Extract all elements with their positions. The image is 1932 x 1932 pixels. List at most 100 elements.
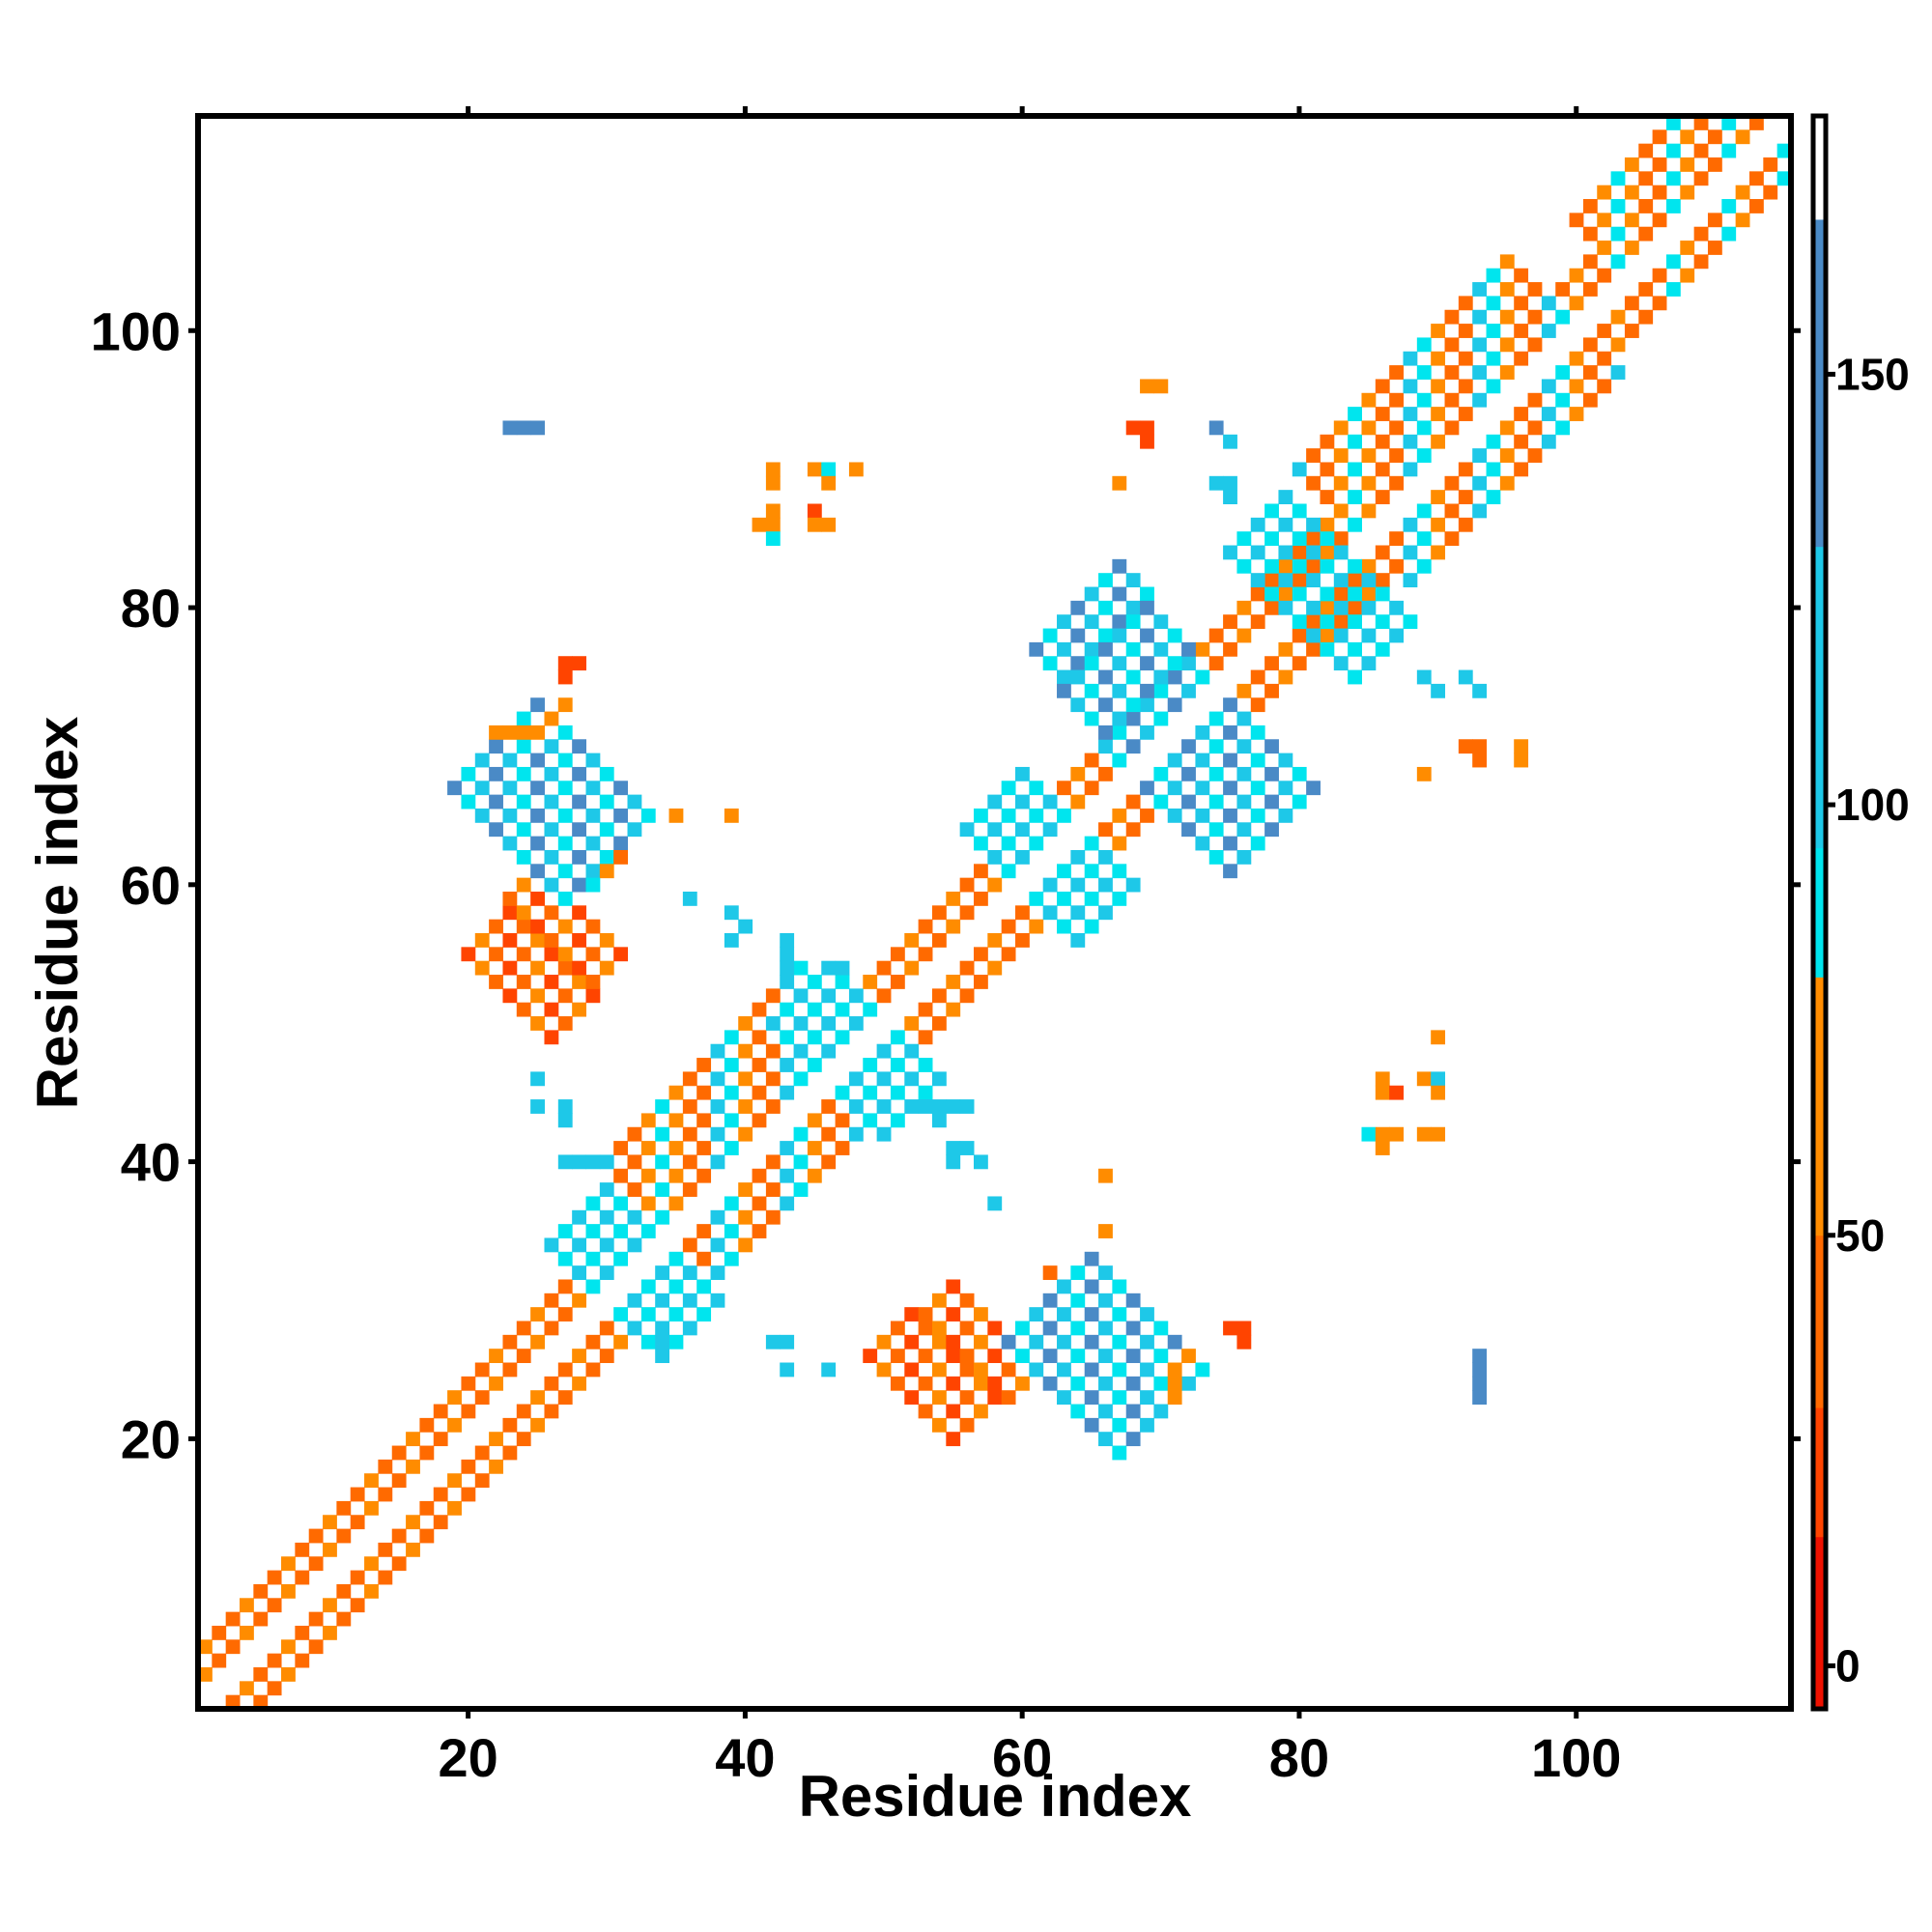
heatmap-cell [1333, 420, 1349, 436]
heatmap-cell [876, 1099, 892, 1114]
heatmap-cell [1264, 600, 1279, 615]
heatmap-cell [863, 975, 878, 989]
heatmap-cell [765, 988, 781, 1004]
heatmap-cell [1361, 503, 1377, 519]
heatmap-cell [876, 1334, 892, 1350]
heatmap-cell [1707, 129, 1722, 145]
heatmap-cell [1665, 282, 1681, 297]
heatmap-cell [1140, 628, 1154, 643]
heatmap-cell [821, 960, 837, 976]
heatmap-cell [1416, 337, 1432, 353]
heatmap-cell [835, 1141, 850, 1155]
heatmap-cell [918, 1058, 933, 1072]
heatmap-cell [530, 1071, 545, 1087]
heatmap-cell [1250, 586, 1265, 602]
heatmap-cell [530, 697, 545, 713]
heatmap-cell [1472, 282, 1488, 297]
heatmap-cell [1624, 213, 1639, 228]
heatmap-cell [474, 960, 490, 976]
heatmap-cell [1348, 434, 1362, 449]
heatmap-cell [946, 1334, 961, 1350]
heatmap-cell [253, 1694, 269, 1710]
heatmap-cell [1403, 573, 1418, 588]
heatmap-cell [848, 1099, 864, 1114]
heatmap-cell [1001, 1362, 1016, 1378]
heatmap-cell [572, 739, 586, 754]
heatmap-cell [1042, 1321, 1058, 1336]
heatmap-cell [1057, 1334, 1071, 1350]
heatmap-cell [1140, 420, 1154, 436]
heatmap-cell [1707, 157, 1722, 172]
heatmap-cell [1250, 545, 1265, 560]
heatmap-cell [738, 919, 753, 934]
heatmap-cell [1042, 628, 1058, 643]
heatmap-cell [1389, 558, 1405, 574]
heatmap-cell [724, 933, 739, 948]
heatmap-cell [1278, 669, 1293, 685]
heatmap-cell [253, 1583, 269, 1599]
heatmap-cell [1236, 849, 1252, 865]
heatmap-cell [1181, 739, 1196, 754]
heatmap-cell [502, 781, 518, 796]
heatmap-cell [572, 1154, 586, 1170]
heatmap-cell [1472, 337, 1488, 353]
heatmap-cell [572, 656, 586, 671]
heatmap-cell [212, 1625, 227, 1640]
heatmap-cell [1181, 683, 1196, 698]
heatmap-cell [1140, 1307, 1154, 1322]
heatmap-cell [668, 1279, 684, 1294]
heatmap-cell [599, 849, 614, 865]
heatmap-cell [474, 808, 490, 823]
heatmap-cell [1208, 822, 1224, 838]
heatmap-cell [225, 1611, 241, 1627]
heatmap-cell [1098, 1224, 1113, 1238]
heatmap-cell [1499, 254, 1515, 270]
heatmap-cell [1223, 434, 1237, 449]
heatmap-cell [1223, 724, 1237, 740]
heatmap-cell [530, 724, 545, 740]
heatmap-cell [1057, 1279, 1071, 1294]
heatmap-cell [406, 1515, 420, 1530]
heatmap-cell [1610, 254, 1626, 270]
heatmap-cell [1236, 711, 1252, 726]
heatmap-cell [1472, 365, 1488, 380]
heatmap-cell [1153, 711, 1169, 726]
heatmap-cell [710, 1293, 725, 1308]
heatmap-cell [1306, 558, 1321, 574]
heatmap-cell [1070, 905, 1086, 921]
x-axis: 20 40 60 80 100 [438, 106, 1621, 1788]
heatmap-cell [1070, 1265, 1086, 1280]
heatmap-cell [1597, 324, 1612, 338]
heatmap-cell [1153, 1321, 1169, 1336]
heatmap-cell [1458, 407, 1473, 421]
heatmap-cell [738, 1209, 753, 1225]
heatmap-cell [1292, 462, 1307, 477]
heatmap-cell [1320, 531, 1335, 547]
heatmap-cell [1208, 849, 1224, 865]
heatmap-cell [1250, 724, 1265, 740]
heatmap-cell [281, 1556, 296, 1572]
heatmap-cell [1416, 1071, 1432, 1087]
heatmap-cell [406, 1459, 420, 1474]
heatmap-cell [1098, 1321, 1113, 1336]
heatmap-cell [1348, 407, 1362, 421]
heatmap-cell [931, 1362, 947, 1378]
heatmap-cell [1680, 268, 1695, 283]
heatmap-cell [198, 1666, 213, 1682]
heatmap-cell [1125, 711, 1141, 726]
heatmap-cell [1541, 407, 1556, 421]
heatmap-cell [544, 1404, 559, 1419]
heatmap-cell [516, 739, 531, 754]
heatmap-cell [904, 1071, 920, 1087]
heatmap-cell [281, 1639, 296, 1655]
heatmap-cell [931, 1016, 947, 1031]
heatmap-cell [1721, 116, 1737, 130]
heatmap-cell [973, 1376, 988, 1391]
heatmap-cell [1403, 434, 1418, 449]
heatmap-cell [780, 1085, 795, 1100]
heatmap-cell [1167, 781, 1182, 796]
heatmap-cell [530, 919, 545, 934]
heatmap-cell [1416, 392, 1432, 408]
heatmap-cell [1555, 420, 1571, 436]
heatmap-cell [1278, 545, 1293, 560]
